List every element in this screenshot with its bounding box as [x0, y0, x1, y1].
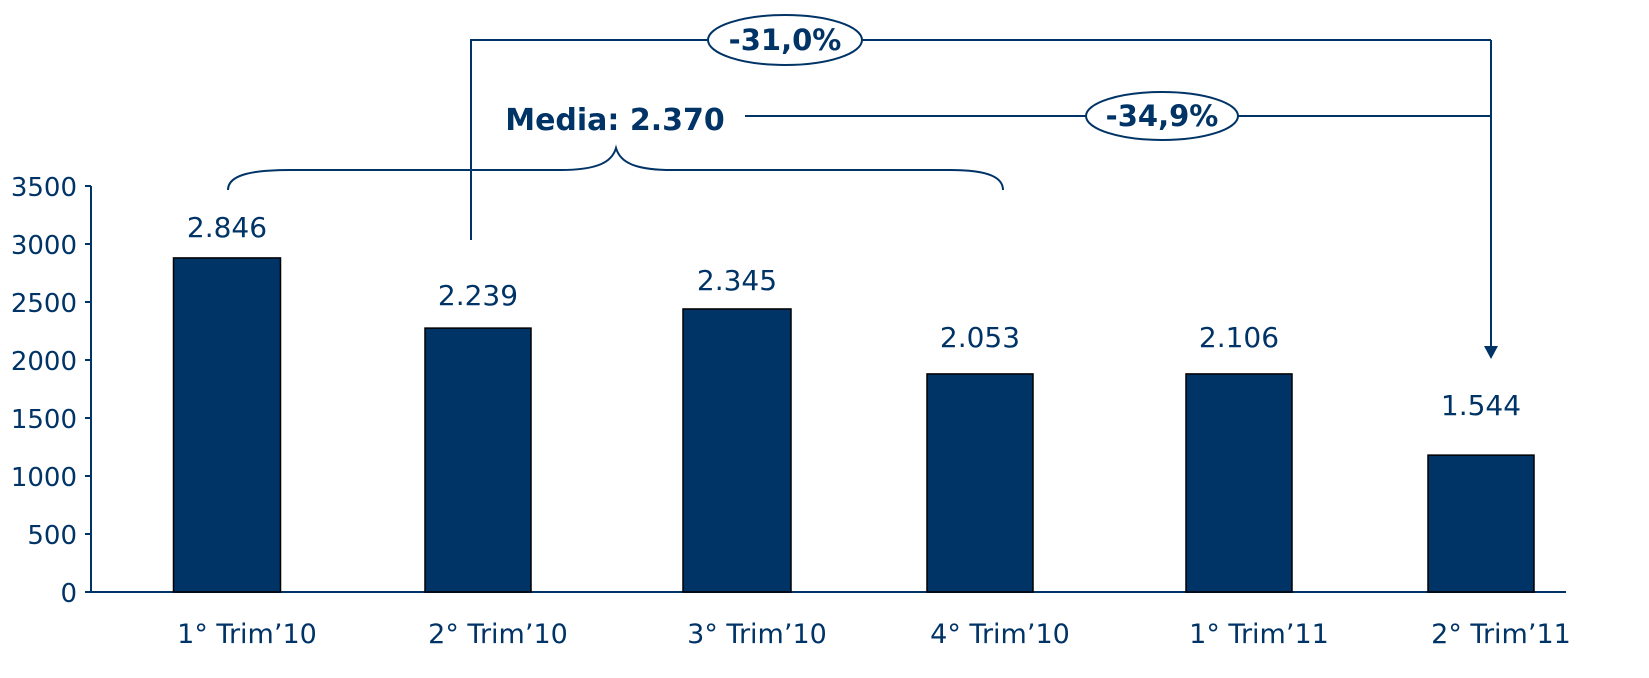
data-label: 2.846: [187, 211, 267, 244]
x-tick-label: 1° Trim’11: [1189, 619, 1329, 650]
change-vs-2q10-label: -31,0%: [729, 23, 842, 57]
bar: [172, 257, 282, 593]
arrow-head: [1484, 346, 1498, 359]
quarter-connector-line: [470, 39, 708, 240]
data-label: 2.239: [438, 279, 518, 312]
average-brace: [227, 144, 1004, 191]
change-vs-average-oval: [1085, 91, 1239, 141]
bar: [1185, 373, 1293, 593]
data-labels: 2.846 1° Trim’10 2.239 2° Trim’10 2.345 3° Tr…: [177, 211, 1571, 650]
y-tick-label: 3000: [11, 231, 77, 261]
data-label: 1.544: [1441, 389, 1521, 422]
data-label: 2.106: [1199, 321, 1279, 354]
bar: [682, 308, 792, 593]
change-vs-average-label: -34,9%: [1106, 99, 1219, 133]
y-tick-label: 1000: [11, 463, 77, 493]
y-tick-label: 2000: [11, 347, 77, 377]
data-label: 2.345: [697, 264, 777, 297]
x-tick-label: 4° Trim’10: [930, 619, 1070, 650]
y-tick-label: 1500: [11, 405, 77, 435]
x-tick-label: 1° Trim’10: [177, 619, 317, 650]
y-tick-label: 0: [60, 579, 77, 609]
y-tick-label: 500: [27, 521, 77, 551]
average-label: Media: 2.370: [505, 103, 725, 138]
x-tick-label: 3° Trim’10: [687, 619, 827, 650]
data-label: 2.053: [940, 321, 1020, 354]
y-tick-label: 3500: [11, 173, 77, 203]
x-tick-label: 2° Trim’11: [1431, 619, 1571, 650]
x-tick-label: 2° Trim’10: [428, 619, 568, 650]
bar-series: [172, 257, 1535, 593]
change-vs-2q10-oval: [707, 14, 863, 66]
bar: [424, 327, 532, 593]
bar: [1427, 454, 1535, 593]
bar: [926, 373, 1034, 593]
annotations: Media: 2.370 -34,9% -31,0%: [227, 14, 1498, 359]
y-tick-label: 2500: [11, 289, 77, 319]
chart-axes: 0 500 1000 1500 2000 2500 3000 3500: [11, 173, 1566, 609]
